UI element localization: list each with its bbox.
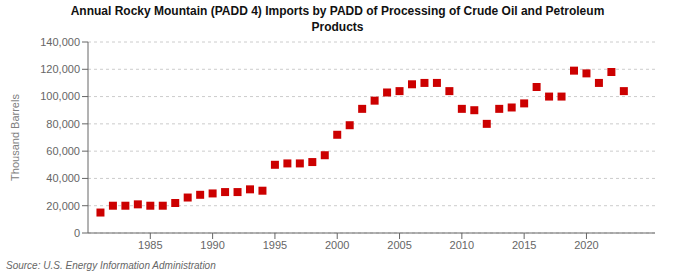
svg-text:140,000: 140,000 xyxy=(40,36,80,48)
svg-text:0: 0 xyxy=(74,227,80,239)
svg-text:2005: 2005 xyxy=(387,239,411,251)
html-text:Annual Rocky Mountain (PADD 4): Annual Rocky Mountain (PADD 4) Imports b… xyxy=(70,4,605,18)
svg-text:100,000: 100,000 xyxy=(40,90,80,102)
svg-text:1995: 1995 xyxy=(263,239,287,251)
svg-text:80,000: 80,000 xyxy=(46,118,80,130)
svg-text:2015: 2015 xyxy=(512,239,536,251)
svg-text:20,000: 20,000 xyxy=(46,200,80,212)
svg-text:40,000: 40,000 xyxy=(46,172,80,184)
svg-text:2020: 2020 xyxy=(574,239,598,251)
svg-text:120,000: 120,000 xyxy=(40,63,80,75)
svg-text:1985: 1985 xyxy=(138,239,162,251)
svg-text:2000: 2000 xyxy=(325,239,349,251)
html-text:Products: Products xyxy=(311,20,364,34)
svg-text:60,000: 60,000 xyxy=(46,145,80,157)
html-text:Source: U.S. Energy Informatio: Source: U.S. Energy Information Administ… xyxy=(6,260,216,271)
svg-text:1990: 1990 xyxy=(200,239,224,251)
svg-text:2010: 2010 xyxy=(450,239,474,251)
svg-text:Thousand Barrels: Thousand Barrels xyxy=(9,94,21,181)
